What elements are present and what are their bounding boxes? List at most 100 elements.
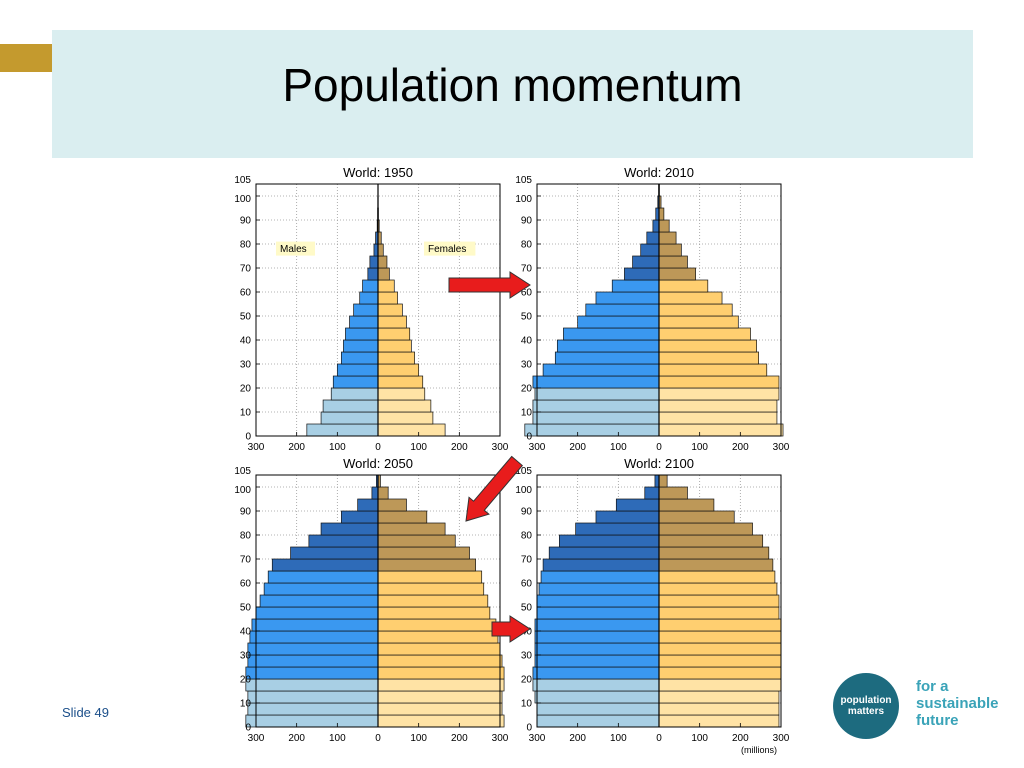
male-bar: [644, 486, 660, 500]
male-bar: [559, 534, 660, 548]
x-tick-label: 100: [410, 733, 427, 744]
female-bar: [658, 486, 688, 500]
female-bar: [658, 594, 780, 608]
female-bar: [658, 279, 709, 293]
male-bar: [575, 522, 660, 536]
male-bar: [341, 510, 379, 524]
y-tick-label: 10: [521, 699, 533, 710]
female-bar: [658, 522, 753, 536]
male-bar: [542, 363, 660, 377]
male-bar: [249, 630, 379, 644]
x-tick-label: 200: [288, 442, 305, 453]
y-tick-label: 70: [521, 555, 533, 566]
arrow-2010-to-2050: [465, 455, 524, 522]
male-bar: [542, 558, 660, 572]
x-tick-label: 100: [610, 442, 627, 453]
female-bar: [377, 642, 501, 656]
x-tick-label: 100: [691, 733, 708, 744]
y-tick-label: 105: [515, 466, 532, 477]
x-tick-label: 200: [732, 733, 749, 744]
y-tick-label: 30: [521, 360, 533, 371]
y-tick-label: 50: [240, 312, 252, 323]
tagline-line-1: for a: [916, 678, 949, 695]
female-bar: [377, 243, 384, 257]
male-bar: [611, 279, 660, 293]
male-bar: [271, 558, 379, 572]
legend-box: [424, 241, 476, 256]
female-bar: [658, 510, 735, 524]
logo-tagline: for a sustainable future: [916, 678, 999, 729]
female-bar: [658, 339, 757, 353]
x-tick-label: 200: [451, 733, 468, 744]
y-tick-label: 80: [521, 531, 533, 542]
female-bar: [377, 606, 491, 620]
male-bar: [367, 267, 379, 281]
male-bar: [534, 618, 660, 632]
female-bar: [658, 606, 780, 620]
male-bar: [532, 678, 660, 692]
y-tick-label: 30: [240, 651, 252, 662]
y-tick-label: 70: [521, 264, 533, 275]
x-tick-label: 100: [410, 442, 427, 453]
female-bar: [658, 291, 723, 305]
chart-title: World: 2050: [343, 456, 413, 471]
female-bar: [377, 570, 483, 584]
male-bar: [263, 582, 379, 596]
female-bar: [658, 678, 782, 692]
male-bar: [652, 219, 660, 233]
female-bar: [658, 630, 782, 644]
female-bar: [377, 303, 403, 317]
female-bar: [377, 534, 456, 548]
female-bar: [658, 618, 782, 632]
female-bar: [377, 411, 434, 425]
female-bar: [658, 534, 764, 548]
female-bar: [377, 267, 390, 281]
chart-title: World: 1950: [343, 165, 413, 180]
male-bar: [556, 339, 660, 353]
male-bar: [532, 411, 660, 425]
male-bar: [251, 618, 379, 632]
y-tick-label: 40: [240, 336, 252, 347]
male-bar: [343, 339, 379, 353]
x-tick-label: 100: [691, 442, 708, 453]
y-tick-label: 0: [245, 432, 251, 443]
female-bar: [658, 219, 670, 233]
y-tick-label: 20: [240, 384, 252, 395]
male-bar: [308, 534, 379, 548]
male-bar: [357, 498, 379, 512]
female-bar: [658, 690, 780, 704]
female-bar: [658, 642, 782, 656]
female-bar: [377, 630, 499, 644]
x-axis-label: (millions): [741, 745, 777, 755]
y-tick-label: 50: [240, 603, 252, 614]
male-bar: [345, 327, 379, 341]
x-tick-label: 0: [375, 442, 381, 453]
legend-label: Females: [428, 244, 466, 255]
male-bar: [577, 315, 660, 329]
male-bar: [247, 690, 379, 704]
pyramid-1: 0 10 20 30 40 50 60 70 80 90 100 105 300 200 100 0 100 20…: [515, 165, 789, 453]
female-bar: [377, 339, 412, 353]
female-bar: [658, 303, 733, 317]
female-bar: [377, 498, 407, 512]
y-tick-label: 90: [521, 507, 533, 518]
female-bar: [377, 423, 446, 437]
female-bar: [658, 702, 780, 716]
y-tick-label: 100: [234, 485, 251, 496]
female-bar: [658, 399, 778, 413]
population-matters-logo: population matters: [833, 673, 899, 739]
x-tick-label: 200: [569, 442, 586, 453]
chart-title: World: 2010: [624, 165, 694, 180]
pyramid-2: 0 10 20 30 40 50 60 70 80 90 100 105 300 200 100 0 100 20…: [234, 456, 508, 744]
arrow-1950-to-2010: [448, 271, 531, 299]
male-bar: [534, 387, 660, 401]
male-bar: [640, 243, 660, 257]
male-bar: [534, 642, 660, 656]
y-tick-label: 60: [240, 579, 252, 590]
chart-title: World: 2100: [624, 456, 694, 471]
y-tick-label: 80: [240, 531, 252, 542]
y-tick-label: 40: [240, 627, 252, 638]
y-tick-label: 0: [245, 723, 251, 734]
male-bar: [247, 642, 379, 656]
male-bar: [632, 255, 660, 269]
